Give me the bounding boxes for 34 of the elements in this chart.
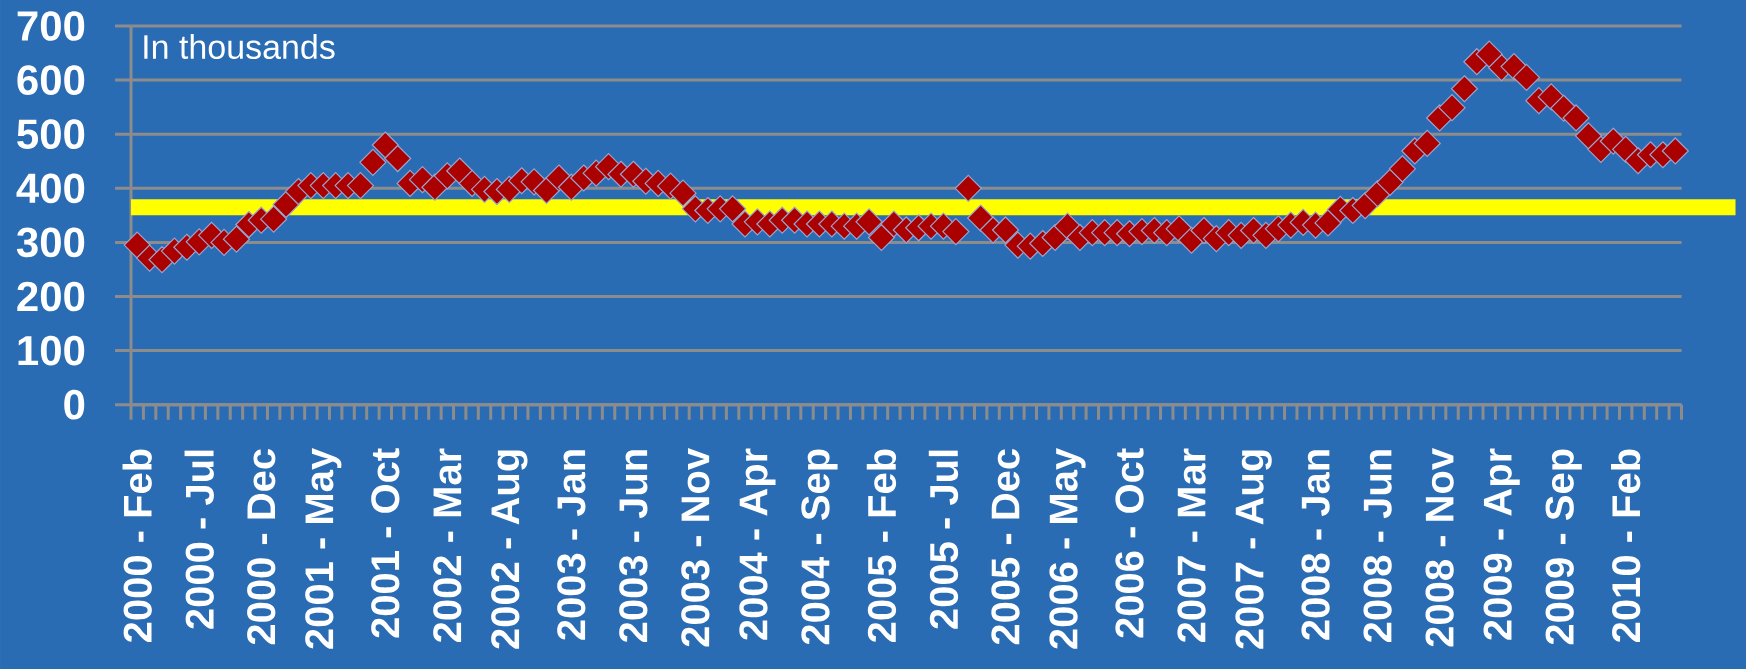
x-tick-label: 2000 - Feb xyxy=(122,449,152,643)
x-tick-label: 2001 - Oct xyxy=(371,448,400,638)
y-tick-label: 600 xyxy=(17,65,85,95)
y-tick-label: 100 xyxy=(18,335,85,366)
y-tick-label: 400 xyxy=(16,173,85,204)
x-tick-label: 2004 - Apr xyxy=(739,448,776,640)
y-tick-label: 200 xyxy=(17,281,85,312)
x-tick-label: 2004 - Sep xyxy=(801,449,838,645)
x-tick-label: 2005 - Jul xyxy=(928,450,959,629)
y-tick-label: 700 xyxy=(17,11,85,41)
x-tick-label: 2007 - Mar xyxy=(1177,448,1206,643)
x-tick-label: 2002 - Aug xyxy=(491,450,528,649)
y-tick-label: 0 xyxy=(64,389,85,420)
y-tick-label: 300 xyxy=(16,227,85,258)
x-tick-label: 2008 - Jun xyxy=(1363,450,1392,643)
x-tick-label: 2003 - Nov xyxy=(681,448,710,647)
x-tick-label: 2006 - Oct xyxy=(1115,448,1144,638)
x-tick-label: 2006 - May xyxy=(1049,448,1086,649)
x-tick-label: 2000 - Dec xyxy=(247,448,276,645)
x-tick-label: 2007 - Aug xyxy=(1235,450,1272,649)
x-tick-label: 2002 - Mar xyxy=(433,448,462,643)
x-tick-label: 2009 - Apr xyxy=(1483,448,1520,640)
x-tick-label: 2003 - Jun xyxy=(619,450,648,643)
y-tick-label: 500 xyxy=(17,119,85,150)
x-tick-label: 2008 - Nov xyxy=(1425,448,1454,647)
x-tick-label: 2010 - Feb xyxy=(1611,449,1641,643)
x-tick-label: 2003 - Jan xyxy=(557,450,586,640)
x-tick-label: 2008 - Jan xyxy=(1301,450,1330,640)
x-tick-label: 2009 - Sep xyxy=(1545,449,1582,645)
x-tick-label: 2005 - Feb xyxy=(866,449,897,643)
annotation: In thousands xyxy=(144,34,335,60)
x-tick-label: 2001 - May xyxy=(305,448,342,649)
x-tick-label: 2000 - Jul xyxy=(184,450,214,629)
x-tick-label: 2005 - Dec xyxy=(991,448,1020,645)
